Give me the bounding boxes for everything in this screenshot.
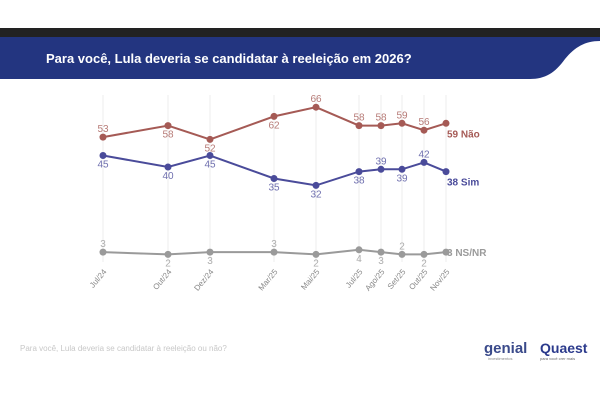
x-tick-label: Set/25	[386, 267, 408, 291]
genial-logo: genial investimentos	[484, 340, 528, 361]
data-label: 59	[396, 110, 408, 121]
data-label: 35	[268, 183, 280, 194]
data-point	[206, 248, 214, 256]
data-label: 62	[268, 120, 280, 131]
data-label: 32	[310, 189, 322, 200]
data-point	[355, 122, 363, 130]
data-label: 58	[375, 113, 387, 124]
data-point	[99, 152, 107, 159]
data-point	[99, 133, 107, 141]
data-point	[398, 165, 406, 173]
data-label: 39	[375, 156, 387, 167]
data-label: 42	[418, 149, 430, 160]
data-label: 2	[165, 258, 171, 269]
x-tick-label: Jul/24	[88, 267, 109, 290]
data-point	[355, 246, 363, 254]
data-point	[355, 168, 363, 176]
data-label: 39	[396, 173, 408, 184]
data-point	[442, 168, 450, 176]
data-label: 53	[97, 124, 109, 135]
data-point	[398, 250, 406, 258]
data-point	[442, 119, 450, 127]
series-line	[102, 106, 447, 141]
series-line	[102, 154, 447, 187]
series-end-label: 38 Sim	[447, 178, 479, 189]
data-label: 3	[100, 239, 106, 250]
data-point	[164, 250, 172, 258]
data-label: 3	[378, 256, 384, 267]
data-point	[420, 126, 428, 134]
x-tick-label: Nov/25	[428, 267, 452, 293]
data-label: 45	[204, 160, 216, 171]
data-point	[398, 119, 406, 127]
data-label: 3	[207, 256, 213, 267]
data-label: 2	[421, 258, 427, 269]
data-point	[270, 175, 278, 182]
data-point	[270, 248, 278, 256]
x-tick-label: Dez/24	[192, 267, 216, 293]
data-label: 52	[204, 143, 216, 154]
x-tick-label: Mai/25	[299, 267, 322, 292]
data-label: 38	[353, 176, 365, 187]
quaest-logo: Quaest para você crer mais	[540, 340, 588, 361]
data-label: 66	[310, 94, 322, 105]
top-bar	[0, 28, 600, 37]
data-label: 2	[313, 258, 319, 269]
data-label: 56	[418, 117, 430, 128]
data-label: 45	[97, 160, 109, 171]
data-point	[442, 248, 450, 256]
data-point	[270, 112, 278, 120]
data-point	[420, 250, 428, 258]
series-end-label: 59 Não	[447, 129, 480, 140]
series-line	[102, 248, 447, 256]
data-point	[377, 165, 385, 173]
data-point	[420, 158, 428, 166]
x-tick-label: Ago/25	[363, 267, 387, 293]
title-banner	[0, 37, 600, 79]
footer-question: Para você, Lula deveria se candidatar à …	[20, 344, 227, 353]
data-label: 40	[162, 171, 174, 182]
data-point	[99, 248, 107, 256]
data-label: 58	[162, 130, 174, 141]
data-point	[312, 181, 320, 189]
data-point	[206, 135, 214, 143]
data-point	[312, 103, 320, 111]
data-point	[164, 122, 172, 130]
data-label: 3	[271, 239, 277, 250]
x-tick-label: Out/24	[151, 267, 174, 292]
series-end-label: 3 NS/NR	[447, 248, 487, 259]
data-point	[312, 250, 320, 258]
data-label: 4	[356, 254, 362, 265]
x-tick-label: Mar/25	[257, 267, 280, 292]
data-point	[164, 163, 172, 171]
chart-title: Para você, Lula deveria se candidatar à …	[46, 51, 412, 66]
data-point	[377, 122, 385, 130]
x-tick-label: Out/25	[407, 267, 430, 292]
data-label: 58	[353, 113, 365, 124]
x-tick-label: Jul/25	[344, 267, 365, 290]
data-point	[377, 248, 385, 256]
data-point	[206, 152, 214, 159]
data-label: 2	[399, 241, 405, 252]
